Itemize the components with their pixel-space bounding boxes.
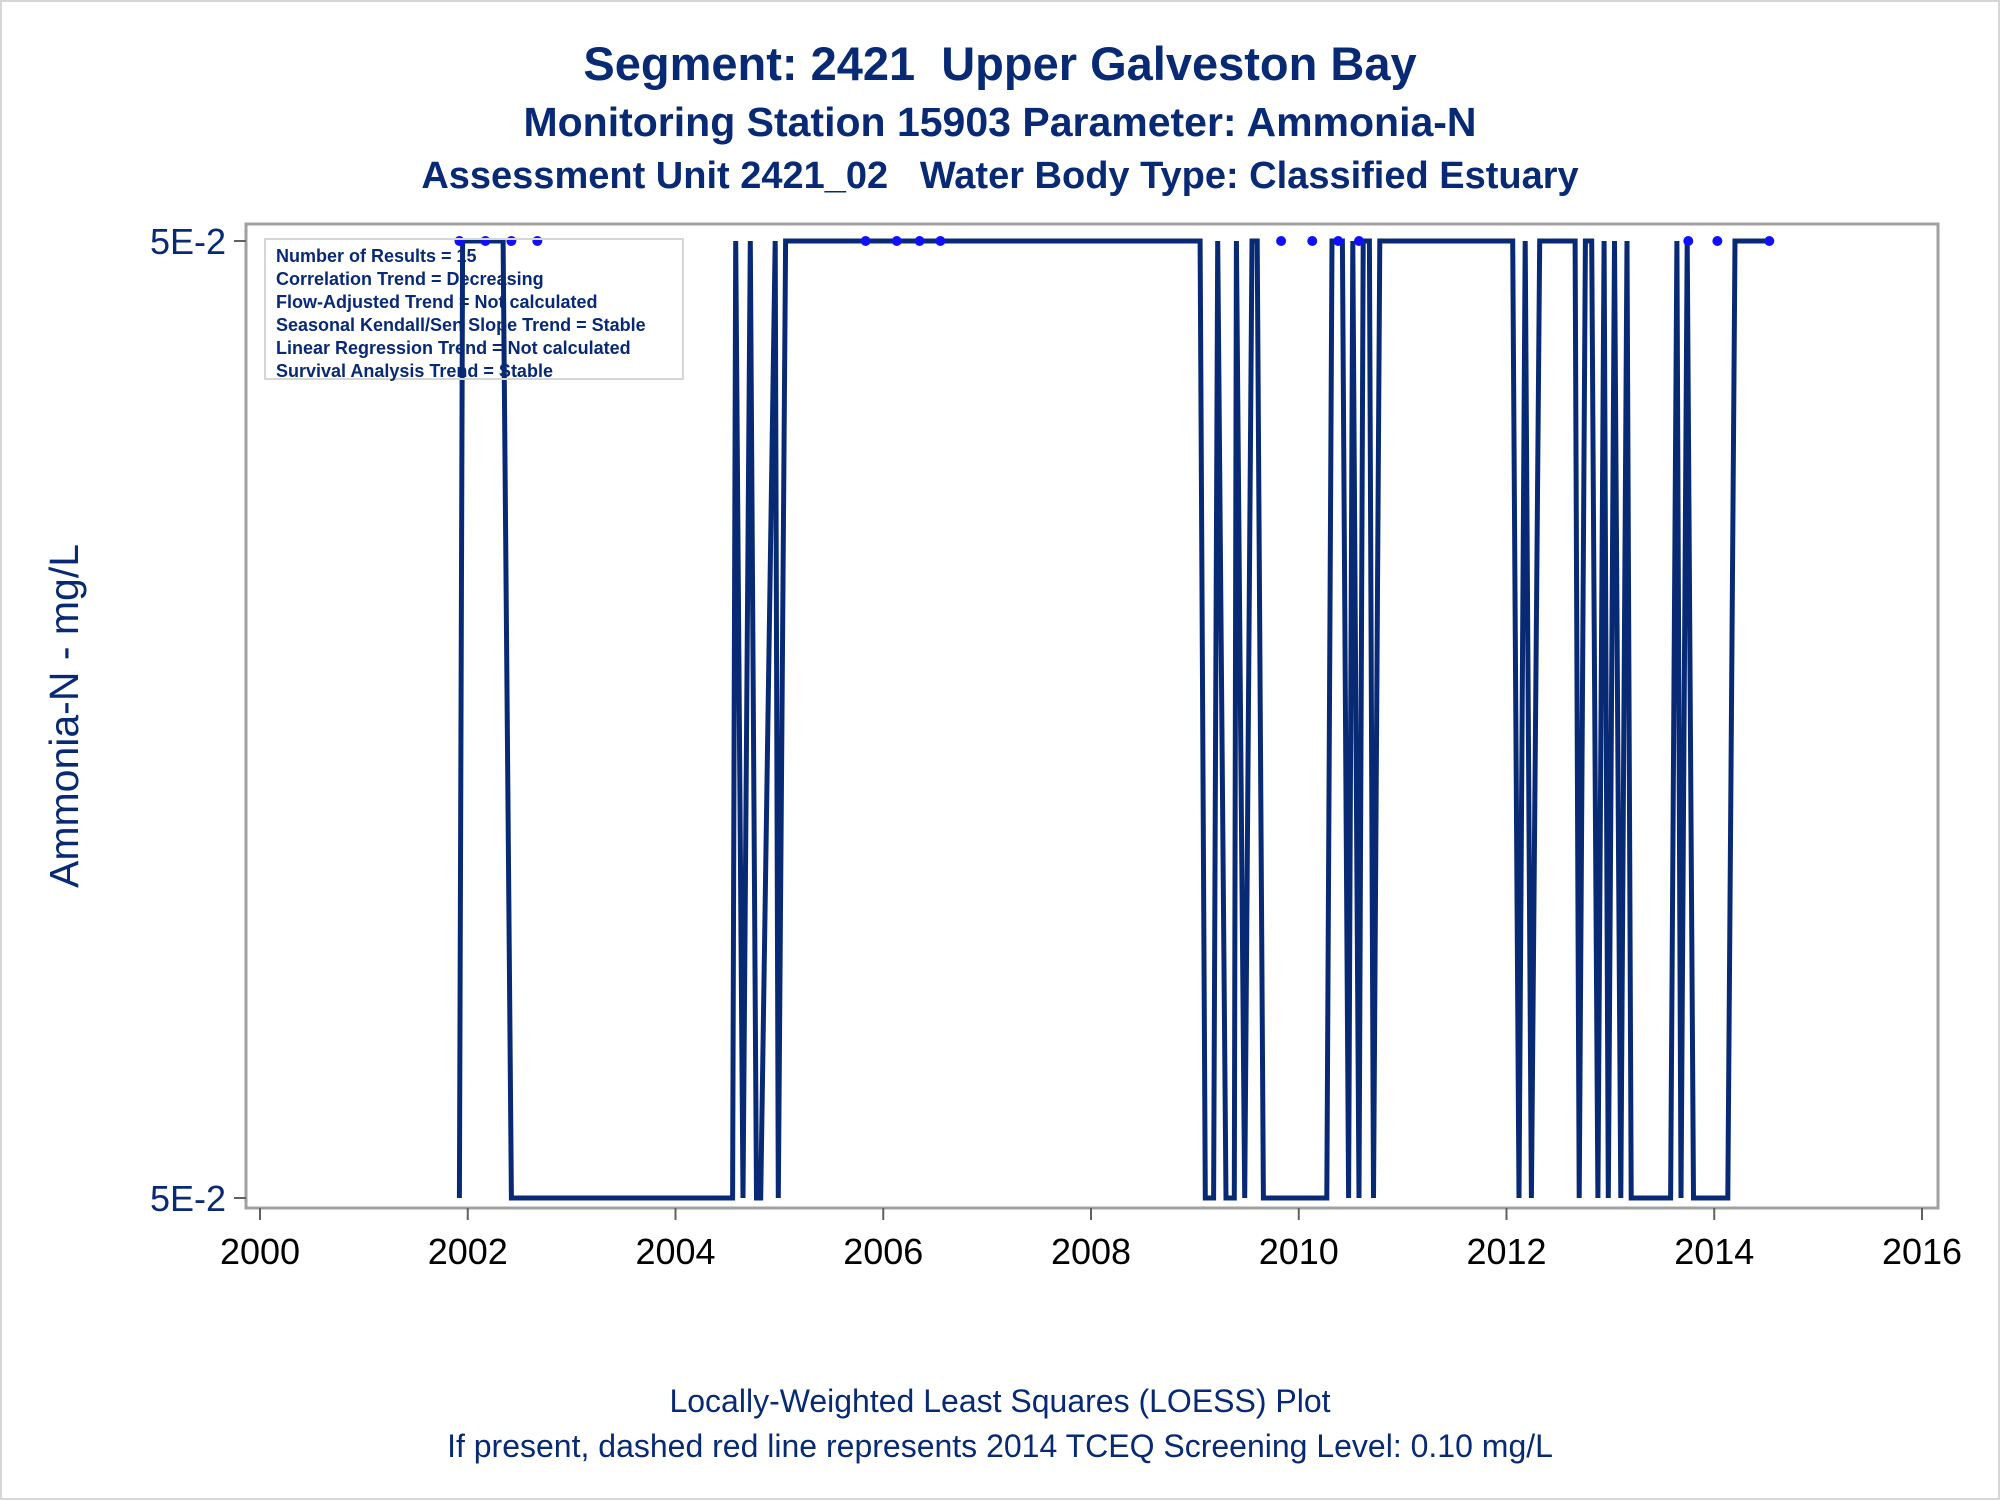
- x-tick-label: 2006: [843, 1231, 923, 1272]
- x-tick-label: 2012: [1466, 1231, 1546, 1272]
- x-tick-label: 2016: [1882, 1231, 1962, 1272]
- y-axis-title: Ammonia-N - mg/L: [41, 544, 87, 888]
- data-point: [914, 236, 925, 246]
- data-point: [891, 236, 902, 246]
- stats-line-linear-regression: Linear Regression Trend = Not calculated: [276, 338, 631, 358]
- x-tick-label: 2008: [1051, 1231, 1131, 1272]
- data-point: [1307, 236, 1318, 246]
- data-point: [1276, 236, 1287, 246]
- data-point: [1712, 236, 1723, 246]
- data-point: [860, 236, 871, 246]
- chart-title: Segment: 2421 Upper Galveston Bay: [583, 37, 1417, 90]
- y-tick-label: 5E-2: [150, 221, 226, 262]
- x-tick-label: 2002: [428, 1231, 508, 1272]
- stats-line-correlation: Correlation Trend = Decreasing: [276, 269, 544, 289]
- y-tick-label: 5E-2: [150, 1178, 226, 1219]
- data-point: [1683, 236, 1694, 246]
- x-tick-label: 2010: [1259, 1231, 1339, 1272]
- trend-stats-box: Number of Results = 15 Correlation Trend…: [264, 238, 684, 381]
- data-point: [1353, 236, 1364, 246]
- chart-subtitle-2: Assessment Unit 2421_02 Water Body Type:…: [421, 155, 1579, 197]
- stats-line-survival: Survival Analysis Trend = Stable: [276, 361, 553, 381]
- data-point: [935, 236, 946, 246]
- x-tick-label: 2000: [220, 1231, 300, 1272]
- x-tick-label: 2004: [635, 1231, 715, 1272]
- data-point: [1333, 236, 1344, 246]
- y-axis: 5E-2 5E-2: [150, 221, 246, 1219]
- stats-line-flow-adjusted: Flow-Adjusted Trend = Not calculated: [276, 292, 598, 312]
- stats-line-seasonal-kendall: Seasonal Kendall/Sen Slope Trend = Stabl…: [276, 315, 646, 335]
- x-axis: 2000 2002 2004 2006 2008 2010 2012 2014 2016: [220, 1208, 1962, 1272]
- chart-subtitle: Monitoring Station 15903 Parameter: Ammo…: [523, 99, 1477, 145]
- stats-line-results: Number of Results = 15: [276, 246, 477, 266]
- footnote-screening-level: If present, dashed red line represents 2…: [447, 1428, 1553, 1464]
- x-tick-label: 2014: [1674, 1231, 1754, 1272]
- data-point: [1764, 236, 1775, 246]
- footnote-loess: Locally-Weighted Least Squares (LOESS) P…: [669, 1383, 1331, 1419]
- loess-line: [456, 238, 1770, 1201]
- series-layer: [454, 236, 1775, 1201]
